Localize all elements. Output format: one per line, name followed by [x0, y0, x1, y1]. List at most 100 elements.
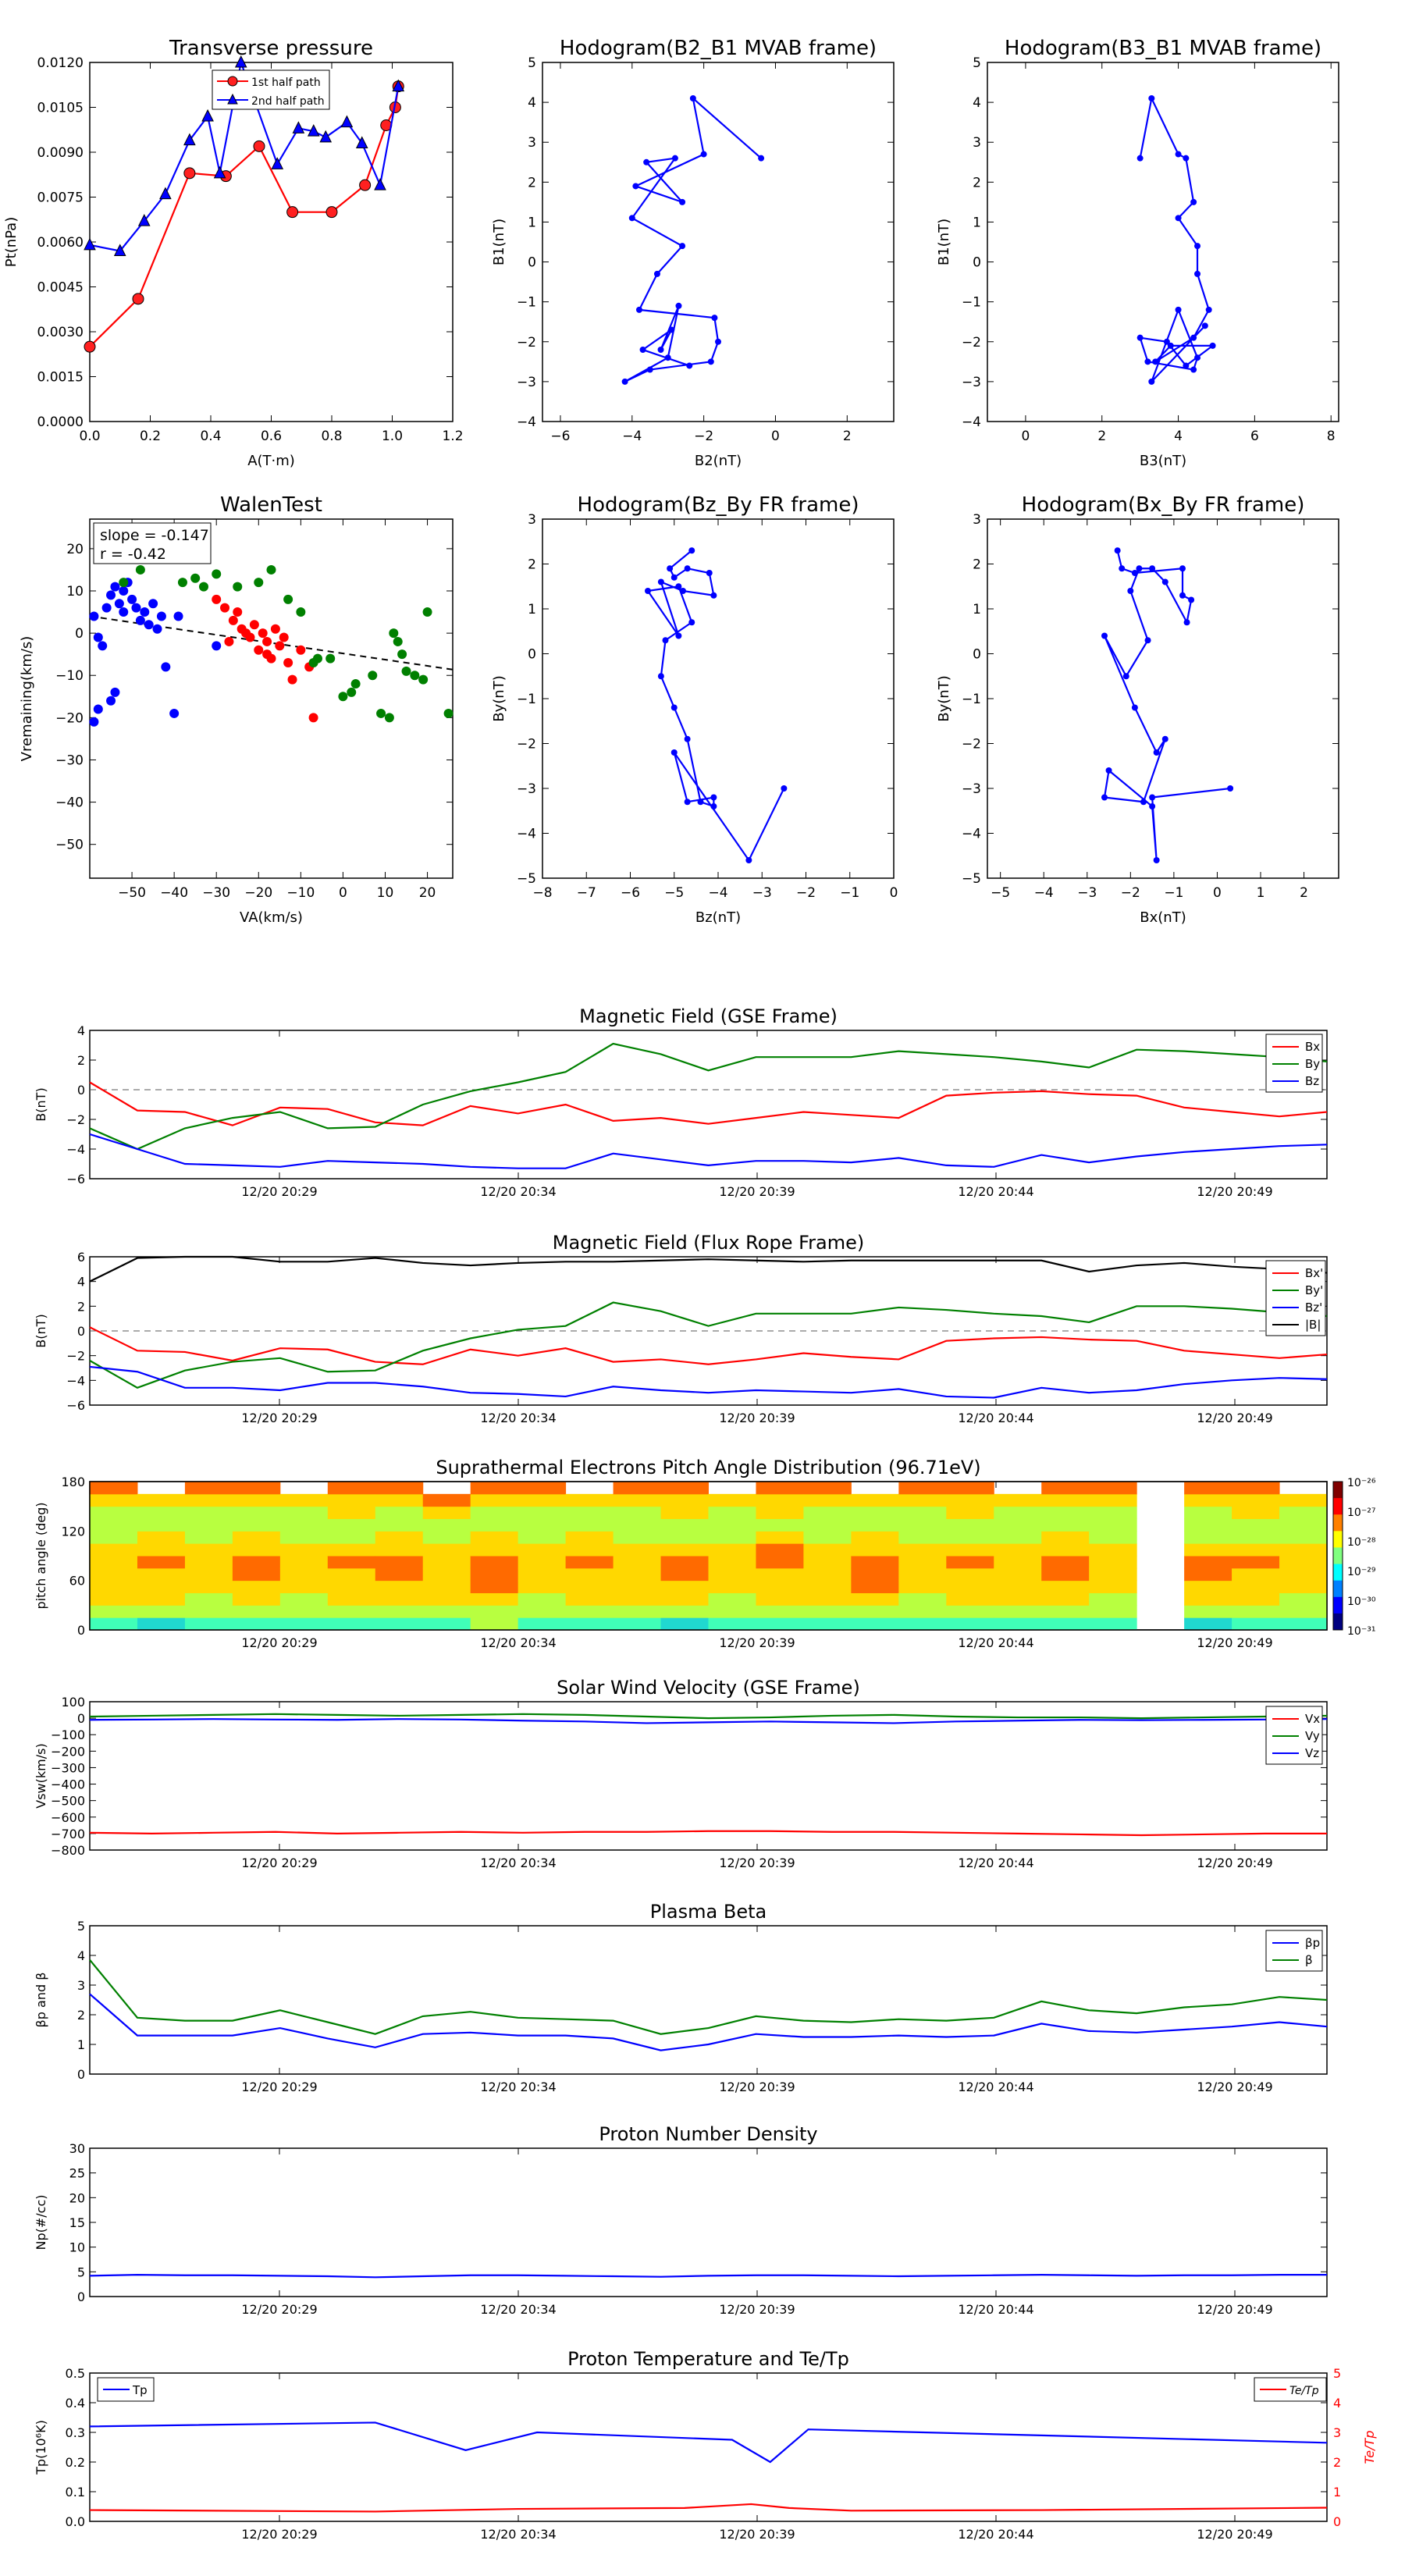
- y-tick-label: −3: [962, 375, 981, 390]
- data-point: [198, 582, 208, 592]
- y-tick-label: 0.0120: [37, 55, 84, 71]
- heatmap-cell: [756, 1567, 804, 1582]
- right-tick-label: 5: [1333, 2366, 1341, 2381]
- time-tick-label: 12/20 20:29: [241, 1856, 317, 1870]
- x-tick-label: 1.2: [442, 429, 463, 444]
- heatmap-cell: [565, 1605, 614, 1618]
- heatmap-cell: [660, 1592, 709, 1606]
- heatmap-cell: [1041, 1531, 1090, 1544]
- x-axis-label: VA(km/s): [240, 909, 303, 926]
- plot-frame: [89, 1701, 1328, 1851]
- colorbar-tick-label: 10⁻²⁹: [1347, 1566, 1376, 1578]
- data-point: [1179, 592, 1186, 599]
- y-tick-label: −1: [962, 295, 981, 311]
- legend-label: Vy: [1305, 1729, 1320, 1743]
- y-tick-label: 0: [973, 255, 981, 271]
- heatmap-cell: [851, 1605, 899, 1618]
- y-tick-label: 0: [528, 647, 536, 663]
- heatmap-cell: [375, 1543, 424, 1557]
- heatmap-cell: [1041, 1506, 1090, 1519]
- chart-title: Hodogram(B3_B1 MVAB frame): [1005, 37, 1321, 60]
- x-tick-label: −2: [796, 885, 816, 901]
- y-tick-label: −50: [55, 838, 84, 853]
- heatmap-cell: [613, 1556, 662, 1569]
- heatmap-cell: [803, 1482, 852, 1495]
- y-tick-label: 20: [66, 542, 84, 557]
- x-tick-label: −6: [550, 429, 570, 444]
- heatmap-cell: [470, 1506, 519, 1519]
- data-point: [84, 340, 96, 353]
- data-point: [106, 590, 116, 600]
- legend: 1st half path 2nd half path: [212, 69, 330, 110]
- heatmap-cell: [1279, 1605, 1328, 1618]
- data-point: [389, 628, 399, 639]
- heatmap-cell: [1089, 1617, 1137, 1631]
- data-point: [1194, 243, 1201, 250]
- data-point: [319, 130, 333, 143]
- data-point: [152, 624, 162, 634]
- heatmap-cell: [184, 1493, 233, 1507]
- heatmap-cell: [708, 1518, 756, 1532]
- heatmap-cell: [613, 1592, 662, 1606]
- heatmap-cell: [946, 1493, 994, 1507]
- data-point: [688, 619, 695, 626]
- data-point: [664, 354, 671, 361]
- data-point: [312, 653, 322, 664]
- data-point: [212, 569, 222, 579]
- x-axis-label: Bz(nT): [695, 909, 741, 926]
- legend-label: Te/Tp: [1289, 2385, 1319, 2397]
- legend-label: Bx': [1305, 1266, 1323, 1280]
- data-point: [183, 167, 196, 180]
- data-point: [119, 586, 129, 596]
- data-point: [325, 653, 336, 664]
- heatmap-cell: [1184, 1482, 1232, 1495]
- heatmap-cell: [1184, 1543, 1232, 1557]
- y-tick-label: 4: [77, 1275, 85, 1290]
- data-point: [347, 687, 357, 697]
- x-tick-label: 8: [1327, 429, 1336, 444]
- right-tick-label: 1: [1333, 2485, 1341, 2500]
- heatmap-cell: [470, 1531, 519, 1544]
- x-tick-label: 4: [1174, 429, 1183, 444]
- y-tick-label: 2: [973, 175, 981, 190]
- heatmap-cell: [137, 1617, 186, 1631]
- time-tick-label: 12/20 20:39: [719, 1856, 795, 1870]
- y-tick-label: −1: [517, 692, 536, 707]
- plasma-beta-chart: Plasma Beta 0 1 2 3 4 5 12/20 20:29 12/20 20:34 1…: [34, 1901, 1328, 2094]
- heatmap-cell: [756, 1580, 804, 1593]
- series-line: [89, 1718, 1328, 1724]
- heatmap-cell: [327, 1543, 376, 1557]
- data-point: [135, 615, 145, 625]
- heatmap-cell: [279, 1493, 329, 1507]
- time-tick-label: 12/20 20:49: [1197, 1635, 1272, 1650]
- heatmap-cell: [375, 1605, 424, 1618]
- heatmap-cell: [327, 1605, 376, 1618]
- y-tick-label: −4: [517, 827, 536, 842]
- data-point: [781, 785, 788, 792]
- data-point: [1144, 637, 1151, 644]
- data-point: [397, 649, 407, 660]
- series-line: [89, 86, 400, 347]
- legend-label: Vz: [1305, 1746, 1319, 1760]
- heatmap-cell: [994, 1531, 1042, 1544]
- heatmap-cell: [1279, 1592, 1328, 1606]
- data-point: [355, 136, 368, 148]
- data-point: [110, 582, 120, 592]
- heatmap-cell: [1232, 1493, 1280, 1507]
- heatmap-cell: [470, 1518, 519, 1532]
- data-point: [657, 347, 664, 353]
- heatmap-cell: [422, 1605, 471, 1618]
- chart-title: Hodogram(Bx_By FR frame): [1022, 493, 1305, 517]
- heatmap-cell: [327, 1482, 376, 1495]
- x-tick-label: 0.8: [321, 429, 342, 444]
- heatmap-cell: [470, 1592, 519, 1606]
- heatmap-cell: [1089, 1580, 1137, 1593]
- legend-label: |B|: [1305, 1318, 1321, 1332]
- heatmap-cell: [708, 1567, 756, 1582]
- heatmap-cell: [327, 1617, 376, 1631]
- heatmap-cell: [184, 1617, 233, 1631]
- data-point: [1201, 322, 1208, 329]
- heatmap-cell: [90, 1493, 138, 1507]
- y-tick-label: −800: [51, 1843, 85, 1858]
